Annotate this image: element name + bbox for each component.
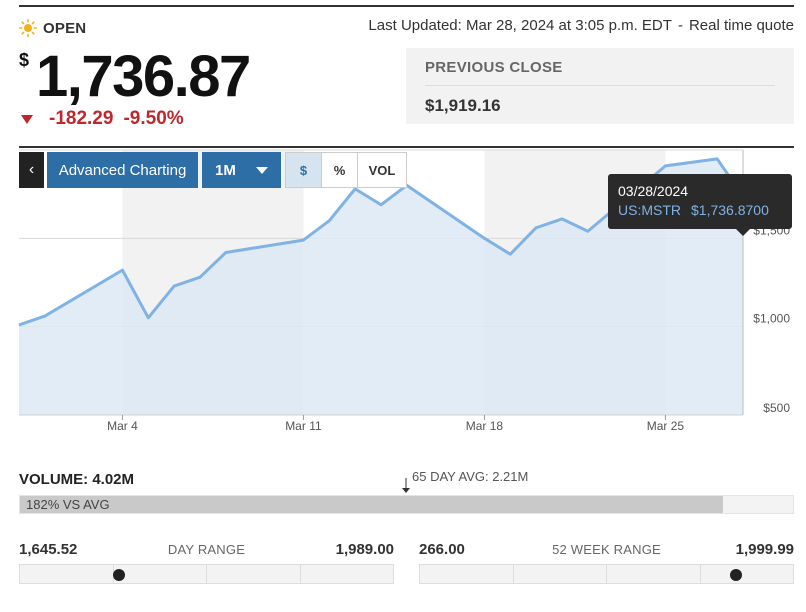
advanced-charting-button[interactable]: Advanced Charting <box>47 152 198 188</box>
display-mode-toggle: $ % VOL <box>285 152 407 188</box>
quote-type: Real time quote <box>688 17 794 34</box>
volume-average-label: 65 DAY AVG: 2.21M <box>412 469 529 484</box>
x-tick-label: Mar 18 <box>466 419 504 433</box>
change-percent: -9.50% <box>123 108 184 129</box>
collapse-button[interactable]: ‹ <box>19 152 44 188</box>
week52-range-track <box>419 564 794 584</box>
range-tick <box>300 565 301 583</box>
x-tick-label: Mar 11 <box>285 419 322 433</box>
volume-vs-average: 182% VS AVG <box>26 497 110 512</box>
day-range-marker <box>113 569 126 581</box>
previous-close-divider <box>425 85 775 86</box>
change-amount: -182.29 <box>49 108 114 129</box>
previous-close-label: PREVIOUS CLOSE <box>425 59 563 76</box>
chart-tooltip: 03/28/2024 US:MSTR $1,736.8700 <box>608 174 792 236</box>
chart-toolbar: ‹ Advanced Charting 1M $ % VOL <box>19 152 407 188</box>
status-text: OPEN <box>43 19 87 37</box>
market-status: OPEN <box>19 19 86 37</box>
last-updated-text: Last Updated: Mar 28, 2024 at 3:05 p.m. … <box>368 17 672 34</box>
range-tick <box>206 565 207 583</box>
caret-down-icon <box>256 166 268 174</box>
previous-close-value: $1,919.16 <box>425 96 501 115</box>
day-range-high: 1,989.00 <box>335 541 394 558</box>
updated-separator: - <box>677 17 683 34</box>
x-tick-label: Mar 25 <box>647 419 685 433</box>
range-dropdown[interactable]: 1M <box>202 152 281 188</box>
week52-range-low: 266.00 <box>419 541 465 558</box>
volume-label: VOLUME: 4.02M <box>19 471 135 488</box>
chart-divider <box>19 146 794 148</box>
previous-close-panel: PREVIOUS CLOSE $1,919.16 <box>406 48 794 124</box>
current-price: 1,736.87 <box>36 44 251 109</box>
top-divider <box>19 5 794 7</box>
tooltip-series: US:MSTR $1,736.8700 <box>618 202 782 218</box>
day-range-title: DAY RANGE <box>167 542 246 557</box>
currency-symbol: $ <box>19 50 30 70</box>
week52-range-marker <box>730 569 743 581</box>
range-dropdown-label: 1M <box>215 161 236 179</box>
range-tick <box>700 565 701 583</box>
week52-range-title: 52 WEEK RANGE <box>552 542 661 557</box>
tooltip-value: $1,736.8700 <box>691 202 769 218</box>
week52-range-high: 1,999.99 <box>735 541 794 558</box>
range-tick <box>606 565 607 583</box>
percent-mode-button[interactable]: % <box>322 153 358 187</box>
y-tick-label: $500 <box>763 401 790 415</box>
price-chart[interactable]: Mar 4 Mar 11 Mar 18 Mar 25$500$1,000$1,500 <box>0 0 806 440</box>
tooltip-date: 03/28/2024 <box>618 183 689 199</box>
price-change: -182.29 -9.50% <box>19 108 184 130</box>
down-triangle-icon <box>21 114 33 124</box>
day-range-low: 1,645.52 <box>19 541 78 558</box>
range-tick <box>513 565 514 583</box>
dollar-mode-button[interactable]: $ <box>286 153 322 187</box>
average-marker-icon <box>402 478 410 493</box>
volume-toggle-button[interactable]: VOL <box>358 153 406 187</box>
y-tick-label: $1,000 <box>753 312 790 326</box>
series-area <box>19 158 743 416</box>
last-updated: Last Updated: Mar 28, 2024 at 3:05 p.m. … <box>368 17 794 34</box>
volume-bar: 182% VS AVG <box>19 495 794 514</box>
x-tick-label: Mar 4 <box>107 419 138 433</box>
volume-bar-fill <box>20 496 723 513</box>
day-range-track <box>19 564 394 584</box>
tooltip-symbol: US:MSTR <box>618 202 681 218</box>
sun-icon <box>19 19 37 37</box>
